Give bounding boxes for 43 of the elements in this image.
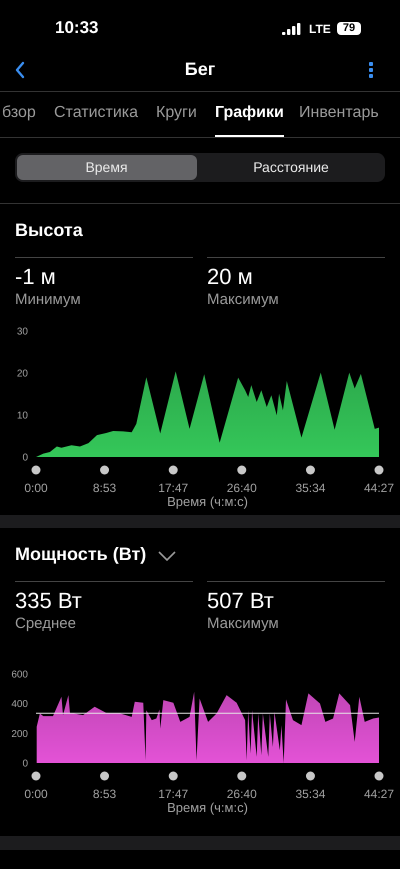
- chart-title: Высота: [15, 220, 83, 241]
- y-tick-label: 20: [16, 368, 28, 380]
- text: 335 Вт: [15, 588, 82, 614]
- x-tick-label: 35:34: [295, 787, 326, 801]
- y-tick-label: 400: [11, 699, 28, 710]
- x-tick-label: 0:00: [24, 481, 48, 495]
- y-tick-label: 0: [22, 452, 28, 464]
- x-tick-label: 17:47: [158, 481, 189, 495]
- text: Среднее: [15, 615, 76, 632]
- text: бзор: [2, 104, 36, 122]
- x-tick-label: 0:00: [24, 787, 48, 801]
- x-axis-title: Время (ч:м:с): [167, 494, 248, 509]
- text: 10:33: [55, 18, 98, 38]
- text: Бег: [184, 59, 216, 80]
- text: Круги: [156, 104, 197, 122]
- text: Инвентарь: [299, 104, 379, 122]
- x-tick-label: 26:40: [226, 481, 258, 495]
- text: Расстояние: [252, 159, 330, 175]
- y-tick-label: 0: [22, 758, 28, 770]
- text: Максимум: [207, 291, 279, 308]
- text: Минимум: [15, 291, 81, 308]
- x-tick-label: 35:34: [295, 481, 326, 495]
- y-tick-label: 200: [11, 728, 28, 740]
- x-tick-label: 8:53: [92, 481, 117, 495]
- text: 20 м: [207, 264, 253, 290]
- y-tick-label: 30: [16, 326, 28, 338]
- text: Статистика: [54, 104, 138, 122]
- text: 507 Вт: [207, 588, 274, 614]
- text: Максимум: [207, 615, 279, 632]
- text: Время: [84, 159, 129, 175]
- x-tick-label: 26:40: [226, 787, 258, 801]
- x-tick-label: 44:27: [364, 481, 394, 495]
- x-tick-label: 17:47: [158, 787, 189, 801]
- y-tick-label: 10: [16, 410, 28, 422]
- x-tick-label: 8:53: [92, 787, 117, 801]
- text: LTE: [309, 22, 331, 36]
- y-tick-label: 600: [11, 670, 28, 681]
- text: Графики: [215, 104, 284, 122]
- x-axis-title: Время (ч:м:с): [167, 800, 248, 815]
- battery-icon: 79: [337, 22, 361, 35]
- chart-title: Мощность (Вт): [15, 544, 146, 565]
- text: -1 м: [15, 264, 56, 290]
- x-tick-label: 44:27: [364, 787, 394, 801]
